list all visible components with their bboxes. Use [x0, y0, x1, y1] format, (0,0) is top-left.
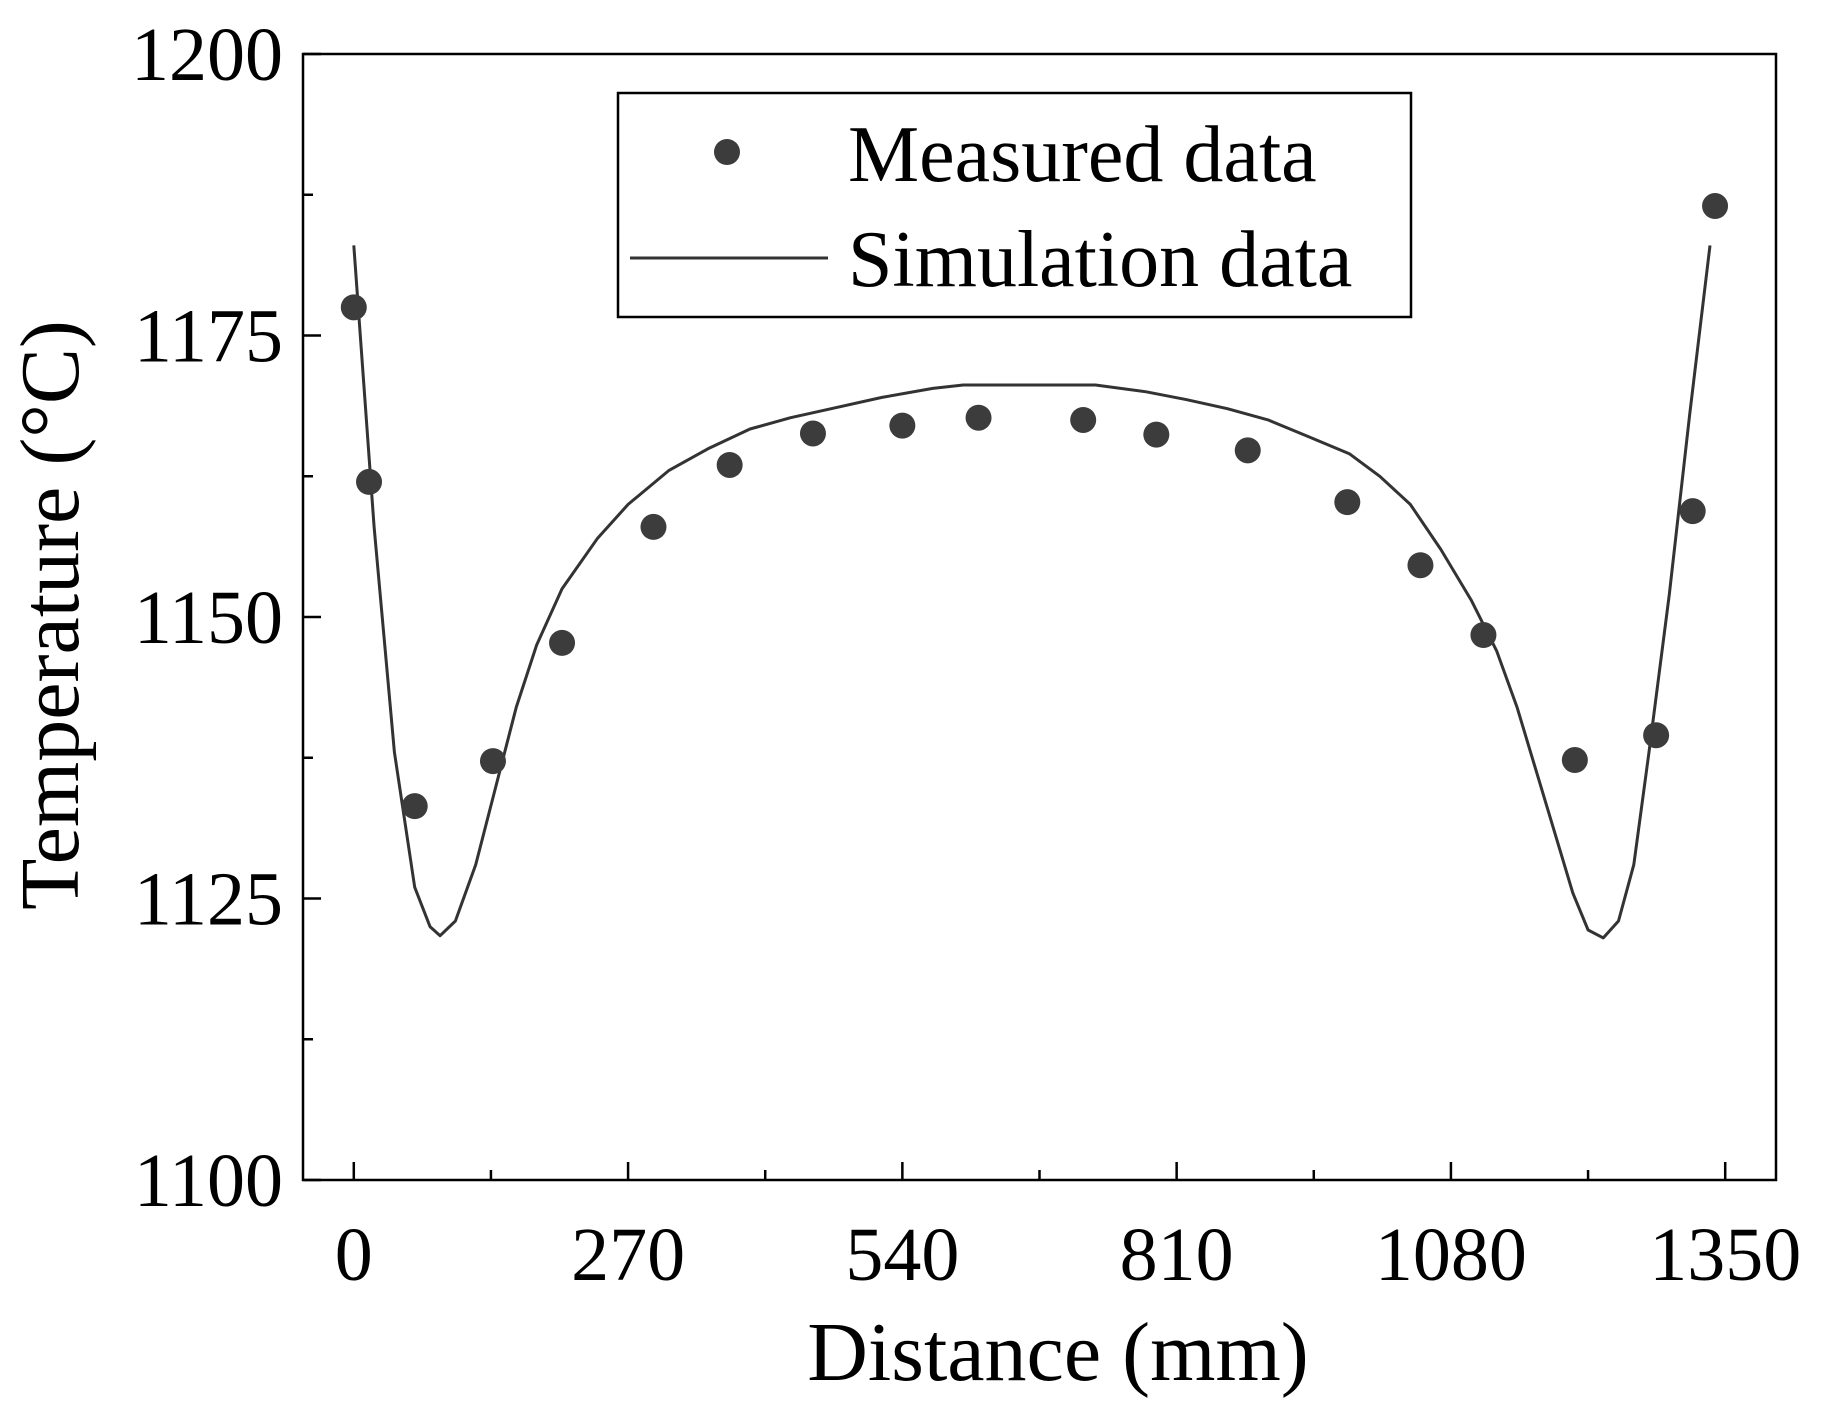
x-tick-label-540: 540 [845, 1213, 959, 1297]
y-tick-label-1100: 1100 [134, 1139, 283, 1223]
measured-point [1143, 421, 1170, 448]
measured-point [799, 420, 826, 447]
measured-point [889, 412, 916, 439]
legend-measured-label: Measured data [848, 111, 1317, 199]
x-tick-label-810: 810 [1120, 1213, 1234, 1297]
measured-point [1334, 489, 1361, 516]
measured-point [479, 748, 506, 775]
y-tick-label-1125: 1125 [134, 858, 283, 942]
measured-point [401, 793, 428, 820]
y-axis-title: Temperature (°C) [4, 320, 97, 910]
measured-point [549, 629, 576, 656]
series [340, 193, 1729, 940]
measured-point [1643, 722, 1670, 749]
x-tick-label-270: 270 [571, 1213, 685, 1297]
measured-point [1234, 437, 1261, 464]
measured-point [1470, 622, 1497, 649]
x-tick-label-0: 0 [335, 1213, 373, 1297]
simulation-line [352, 245, 1712, 940]
measured-point [640, 513, 667, 540]
legend-measured-marker [714, 139, 740, 165]
y-tick-label-1200: 1200 [131, 13, 283, 97]
measured-point [1070, 406, 1097, 433]
measured-point [1561, 747, 1588, 774]
measured-point [356, 468, 383, 495]
measured-point [1679, 498, 1706, 525]
measured-point [1702, 193, 1729, 220]
y-tick-label-1175: 1175 [134, 295, 283, 379]
measured-point [716, 451, 743, 478]
x-tick-label-1080: 1080 [1375, 1213, 1527, 1297]
x-tick-label-1350: 1350 [1649, 1213, 1801, 1297]
legend-simulation-label: Simulation data [848, 216, 1352, 304]
x-axis-title: Distance (mm) [807, 1306, 1309, 1399]
y-tick-label-1150: 1150 [134, 576, 283, 660]
measured-point [340, 294, 367, 321]
legend-box [616, 91, 1413, 319]
ticks: 0 270 540 810 1080 1350 1100 1125 1150 1175 1200 [131, 13, 1801, 1297]
measured-point [965, 404, 992, 431]
measured-point [1407, 552, 1434, 579]
legend: Measured data Simulation data [616, 91, 1413, 319]
